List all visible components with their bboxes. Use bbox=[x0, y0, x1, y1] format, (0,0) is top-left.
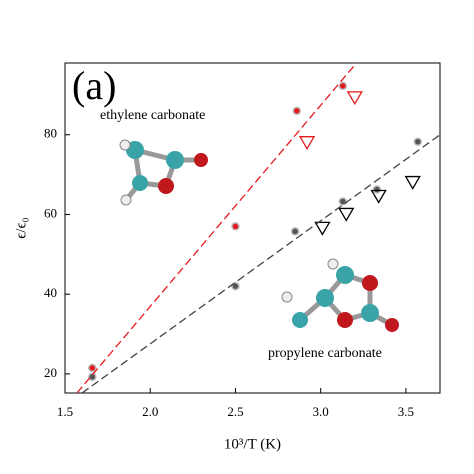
y-tick-label: 40 bbox=[44, 285, 57, 300]
triangle-point bbox=[404, 175, 421, 190]
point bbox=[88, 363, 97, 373]
annotation: (a) bbox=[72, 63, 116, 108]
triangle-point bbox=[298, 136, 316, 151]
point bbox=[372, 185, 382, 194]
triangle-point bbox=[314, 221, 331, 236]
point bbox=[338, 81, 348, 91]
x-tick-label: 3.5 bbox=[398, 404, 414, 419]
molecule-ethylene bbox=[119, 139, 208, 206]
x-tick-label: 2.0 bbox=[142, 404, 158, 419]
y-tick-label: 80 bbox=[44, 126, 57, 141]
x-tick-label: 3.0 bbox=[313, 404, 329, 419]
x-axis-label: 10³/T (K) bbox=[224, 436, 281, 452]
triangle-point bbox=[346, 91, 363, 106]
point bbox=[88, 372, 97, 382]
point bbox=[290, 227, 300, 236]
fit-line bbox=[76, 62, 357, 394]
triangle-point bbox=[370, 189, 387, 204]
annotation: propylene carbonate bbox=[268, 346, 382, 361]
point bbox=[292, 106, 302, 116]
triangle-point bbox=[338, 207, 355, 222]
y-axis-label: ϵ/ϵ₀ bbox=[13, 217, 29, 239]
point bbox=[231, 281, 240, 291]
annotation: ethylene carbonate bbox=[100, 108, 205, 123]
x-tick-label: 2.5 bbox=[227, 404, 243, 419]
plot-frame bbox=[64, 62, 441, 394]
point bbox=[338, 197, 348, 206]
molecule-propylene bbox=[281, 258, 399, 332]
y-tick-label: 60 bbox=[44, 205, 57, 220]
fit-line bbox=[81, 134, 441, 394]
y-tick-label: 20 bbox=[44, 365, 57, 380]
point bbox=[231, 222, 240, 231]
x-tick-label: 1.5 bbox=[57, 404, 73, 419]
point bbox=[413, 137, 423, 146]
